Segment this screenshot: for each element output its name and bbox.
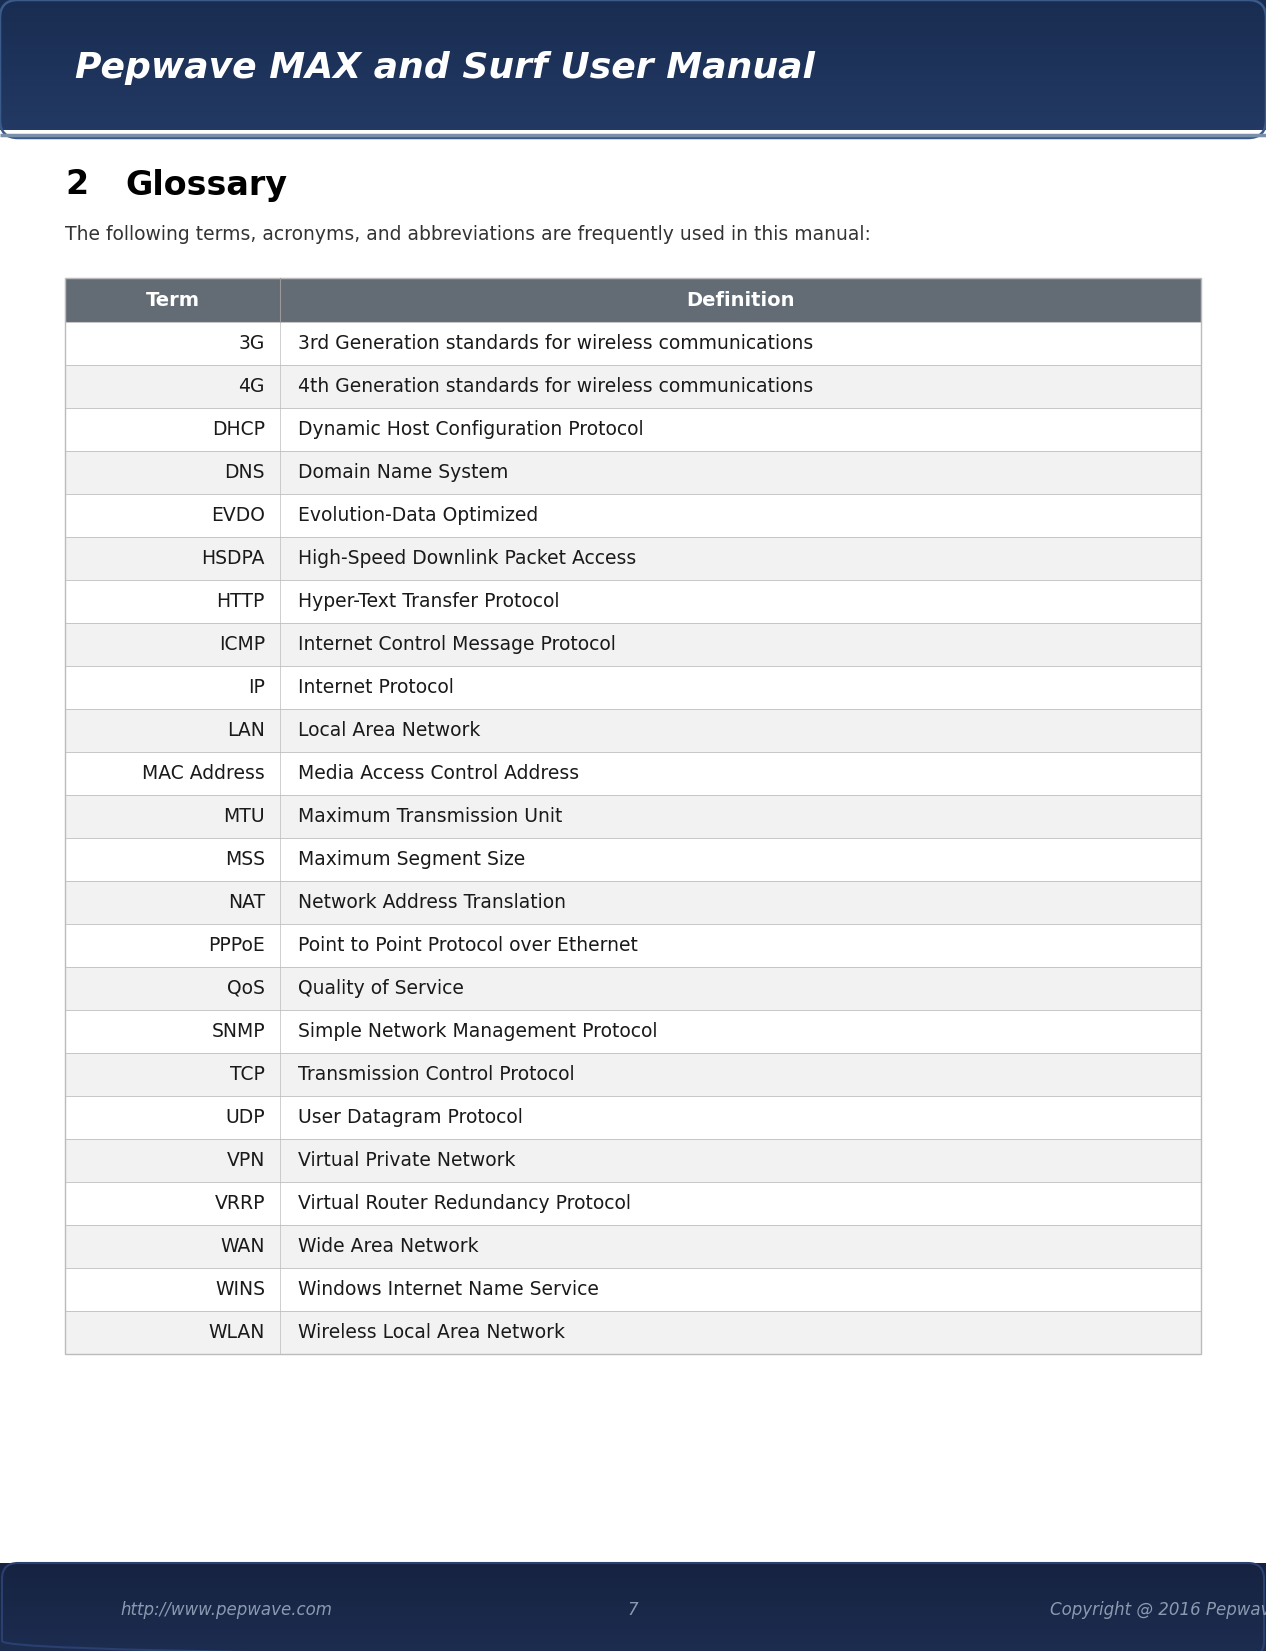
Text: High-Speed Downlink Packet Access: High-Speed Downlink Packet Access xyxy=(298,550,637,568)
Text: DHCP: DHCP xyxy=(211,419,265,439)
Text: Maximum Transmission Unit: Maximum Transmission Unit xyxy=(298,807,562,826)
Bar xyxy=(65,796,1201,839)
Bar xyxy=(65,925,1201,967)
Text: SNMP: SNMP xyxy=(211,1022,265,1042)
Text: Local Area Network: Local Area Network xyxy=(298,721,480,740)
Text: Media Access Control Address: Media Access Control Address xyxy=(298,764,579,783)
Text: MAC Address: MAC Address xyxy=(142,764,265,783)
Bar xyxy=(65,580,1201,622)
Bar xyxy=(65,967,1201,1010)
Bar xyxy=(65,839,1201,882)
Text: Copyright @ 2016 Pepwave: Copyright @ 2016 Pepwave xyxy=(1050,1601,1266,1620)
Text: Pepwave MAX and Surf User Manual: Pepwave MAX and Surf User Manual xyxy=(75,51,815,84)
Text: ICMP: ICMP xyxy=(219,636,265,654)
Text: 7: 7 xyxy=(628,1601,638,1620)
Bar xyxy=(65,277,1201,322)
Text: 3rd Generation standards for wireless communications: 3rd Generation standards for wireless co… xyxy=(298,334,813,353)
Text: 4th Generation standards for wireless communications: 4th Generation standards for wireless co… xyxy=(298,376,813,396)
Bar xyxy=(65,1096,1201,1139)
Text: Wide Area Network: Wide Area Network xyxy=(298,1237,479,1256)
Bar xyxy=(65,1139,1201,1182)
Text: HSDPA: HSDPA xyxy=(201,550,265,568)
Bar xyxy=(65,622,1201,665)
Bar xyxy=(65,708,1201,751)
Text: MSS: MSS xyxy=(225,850,265,868)
Text: Virtual Private Network: Virtual Private Network xyxy=(298,1151,515,1171)
Text: Windows Internet Name Service: Windows Internet Name Service xyxy=(298,1280,599,1299)
Text: WINS: WINS xyxy=(215,1280,265,1299)
Text: WLAN: WLAN xyxy=(209,1322,265,1342)
Text: Wireless Local Area Network: Wireless Local Area Network xyxy=(298,1322,565,1342)
Text: Internet Protocol: Internet Protocol xyxy=(298,679,454,697)
Text: Glossary: Glossary xyxy=(125,168,287,201)
Bar xyxy=(65,665,1201,708)
Text: DNS: DNS xyxy=(224,462,265,482)
Text: IP: IP xyxy=(248,679,265,697)
Text: NAT: NAT xyxy=(228,893,265,911)
Text: MTU: MTU xyxy=(223,807,265,826)
Text: WAN: WAN xyxy=(220,1237,265,1256)
Text: Maximum Segment Size: Maximum Segment Size xyxy=(298,850,525,868)
Text: Virtual Router Redundancy Protocol: Virtual Router Redundancy Protocol xyxy=(298,1194,630,1213)
Bar xyxy=(65,451,1201,494)
Bar xyxy=(65,322,1201,365)
Bar xyxy=(65,1182,1201,1225)
Text: Point to Point Protocol over Ethernet: Point to Point Protocol over Ethernet xyxy=(298,936,638,954)
Bar xyxy=(65,1225,1201,1268)
Bar xyxy=(65,408,1201,451)
Text: TCP: TCP xyxy=(230,1065,265,1085)
Text: 3G: 3G xyxy=(238,334,265,353)
Text: Internet Control Message Protocol: Internet Control Message Protocol xyxy=(298,636,615,654)
Text: QoS: QoS xyxy=(227,979,265,997)
Text: Dynamic Host Configuration Protocol: Dynamic Host Configuration Protocol xyxy=(298,419,643,439)
Text: Domain Name System: Domain Name System xyxy=(298,462,509,482)
Text: Network Address Translation: Network Address Translation xyxy=(298,893,566,911)
Bar xyxy=(65,882,1201,925)
Text: Evolution-Data Optimized: Evolution-Data Optimized xyxy=(298,505,538,525)
Text: Term: Term xyxy=(146,291,200,309)
Text: The following terms, acronyms, and abbreviations are frequently used in this man: The following terms, acronyms, and abbre… xyxy=(65,226,871,244)
Text: Hyper-Text Transfer Protocol: Hyper-Text Transfer Protocol xyxy=(298,593,560,611)
Text: Definition: Definition xyxy=(686,291,795,309)
Text: PPPoE: PPPoE xyxy=(208,936,265,954)
Bar xyxy=(65,537,1201,580)
Bar xyxy=(65,1311,1201,1354)
Bar xyxy=(65,1010,1201,1053)
Text: Transmission Control Protocol: Transmission Control Protocol xyxy=(298,1065,575,1085)
Text: User Datagram Protocol: User Datagram Protocol xyxy=(298,1108,523,1128)
Text: EVDO: EVDO xyxy=(211,505,265,525)
Bar xyxy=(65,1268,1201,1311)
Bar xyxy=(65,365,1201,408)
Bar xyxy=(65,494,1201,537)
Text: 2: 2 xyxy=(65,168,89,201)
Text: VRRP: VRRP xyxy=(214,1194,265,1213)
Bar xyxy=(65,751,1201,796)
Text: HTTP: HTTP xyxy=(216,593,265,611)
Text: http://www.pepwave.com: http://www.pepwave.com xyxy=(120,1601,332,1620)
Bar xyxy=(65,277,1201,1354)
Text: Simple Network Management Protocol: Simple Network Management Protocol xyxy=(298,1022,657,1042)
Text: UDP: UDP xyxy=(225,1108,265,1128)
Text: 4G: 4G xyxy=(238,376,265,396)
Text: LAN: LAN xyxy=(227,721,265,740)
Text: Quality of Service: Quality of Service xyxy=(298,979,463,997)
Text: VPN: VPN xyxy=(227,1151,265,1171)
Bar xyxy=(65,1053,1201,1096)
